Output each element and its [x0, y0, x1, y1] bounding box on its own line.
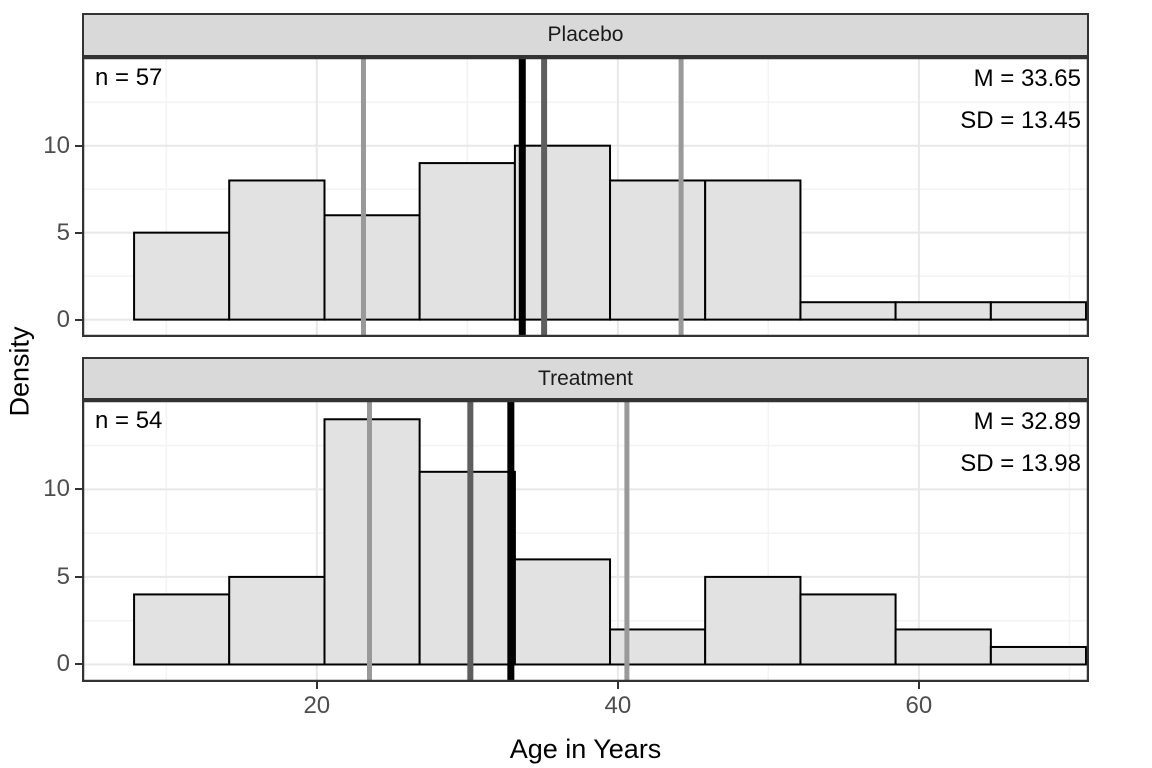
histogram-bar [609, 628, 707, 666]
treatment-plot-area [82, 400, 1089, 682]
x-axis-title: Age in Years [509, 734, 662, 764]
histogram-bar [799, 593, 897, 666]
histogram-bar [133, 231, 231, 321]
y-tick-mark [75, 144, 82, 147]
mean-annotation: M = 33.65 [973, 65, 1081, 92]
histogram-bar [894, 628, 992, 666]
y-tick-mark [75, 318, 82, 321]
y-tick-mark [75, 663, 82, 666]
y-tick-label: 10 [43, 131, 70, 159]
panel-border [82, 400, 1089, 682]
histogram-bar [228, 179, 326, 321]
facet-strip-placebo: Placebo [82, 13, 1089, 57]
panel-placebo: n = 57 M = 33.65 SD = 13.45 [82, 57, 1089, 337]
y-tick-label: 5 [56, 218, 70, 246]
histogram-bar [704, 575, 802, 666]
mean-annotation: M = 32.89 [973, 408, 1081, 435]
histogram-bar [513, 558, 612, 666]
x-tick-label: 60 [905, 692, 933, 719]
y-tick-mark [75, 488, 82, 491]
y-tick-label: 0 [56, 650, 70, 678]
histogram-bar [704, 179, 802, 321]
x-tick-mark [315, 682, 318, 689]
sd-annotation: SD = 13.45 [960, 107, 1081, 134]
histogram-bar [513, 144, 612, 321]
x-tick-mark [917, 682, 920, 689]
facet-strip-label: Placebo [547, 23, 624, 46]
sample-size-annotation: n = 57 [95, 64, 163, 91]
histogram-bar [894, 301, 992, 321]
histogram-bar [418, 470, 516, 666]
x-tick-mark [616, 682, 619, 689]
histogram-bar [609, 179, 707, 321]
y-tick-label: 10 [43, 475, 70, 503]
histogram-bar [799, 301, 897, 321]
facet-strip-treatment: Treatment [82, 357, 1089, 400]
panel-border [82, 57, 1089, 337]
histogram-bar [989, 301, 1087, 321]
y-tick-label: 0 [56, 305, 70, 333]
x-tick-label: 40 [604, 692, 632, 719]
facet-strip-label: Treatment [538, 366, 633, 390]
panel-treatment: n = 54 M = 32.89 SD = 13.98 [82, 400, 1089, 682]
placebo-plot-area [82, 57, 1089, 337]
histogram-bar [228, 575, 326, 666]
x-tick-label: 20 [303, 692, 331, 719]
y-tick-mark [75, 575, 82, 578]
sample-size-annotation: n = 54 [95, 407, 163, 434]
histogram-bar [323, 214, 421, 321]
histogram-bar [418, 162, 516, 321]
y-tick-mark [75, 231, 82, 234]
sd-annotation: SD = 13.98 [960, 450, 1081, 477]
histogram-bar [323, 418, 421, 666]
y-tick-label: 5 [56, 562, 70, 590]
histogram-bar [133, 593, 231, 666]
histogram-bar [989, 645, 1087, 666]
